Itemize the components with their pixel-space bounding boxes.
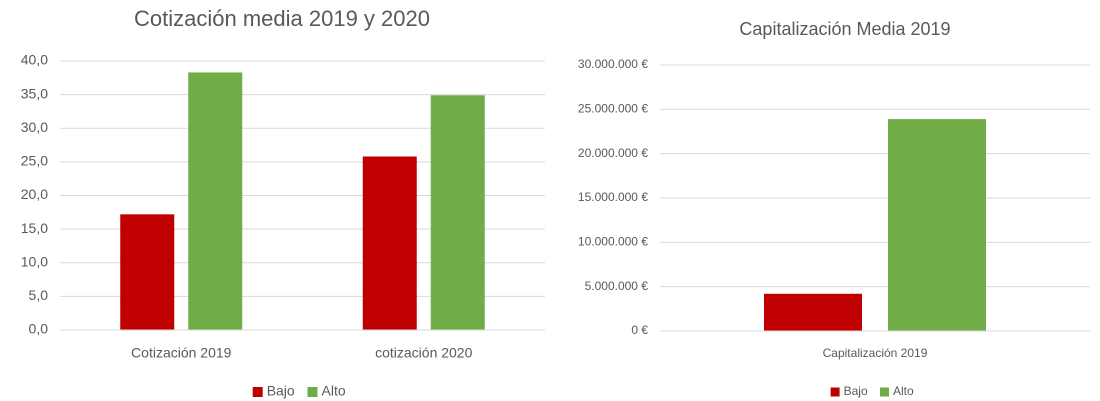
chart-title: Capitalización Media 2019 [739,19,950,39]
y-tick-label: 25,0 [21,153,48,169]
y-tick-label: 30,0 [21,119,48,135]
legend-label: Alto [322,383,346,399]
legend-swatch [252,387,263,397]
bar [764,293,862,331]
y-tick-label: 0,0 [29,321,49,337]
bar [188,72,243,331]
x-tick-label: Cotización 2019 [131,345,232,361]
legend-swatch [880,387,889,397]
y-tick-label: 20.000.000 € [578,146,648,160]
legend-label: Bajo [844,384,868,398]
chart-title: Cotización media 2019 y 2020 [134,6,430,31]
y-tick-label: 10.000.000 € [578,235,648,249]
bar [120,214,175,330]
bar [430,95,485,330]
bar [362,156,417,330]
legend-label: Bajo [267,383,295,399]
legend-swatch [307,387,318,397]
y-tick-label: 35,0 [21,85,48,101]
y-tick-label: 15,0 [21,220,48,236]
y-tick-label: 5.000.000 € [585,279,649,293]
y-tick-label: 25.000.000 € [578,102,648,116]
y-tick-label: 20,0 [21,186,48,202]
y-tick-label: 5,0 [29,287,49,303]
x-tick-label: cotización 2020 [375,345,473,361]
y-tick-label: 30.000.000 € [578,57,648,71]
bar [888,119,986,331]
y-tick-label: 40,0 [21,52,48,68]
x-tick-label: Capitalización 2019 [823,346,928,360]
y-tick-label: 0 € [631,323,648,337]
y-tick-label: 10,0 [21,253,48,269]
legend-label: Alto [893,384,914,398]
y-tick-label: 15.000.000 € [578,190,648,204]
legend-swatch [830,387,840,397]
